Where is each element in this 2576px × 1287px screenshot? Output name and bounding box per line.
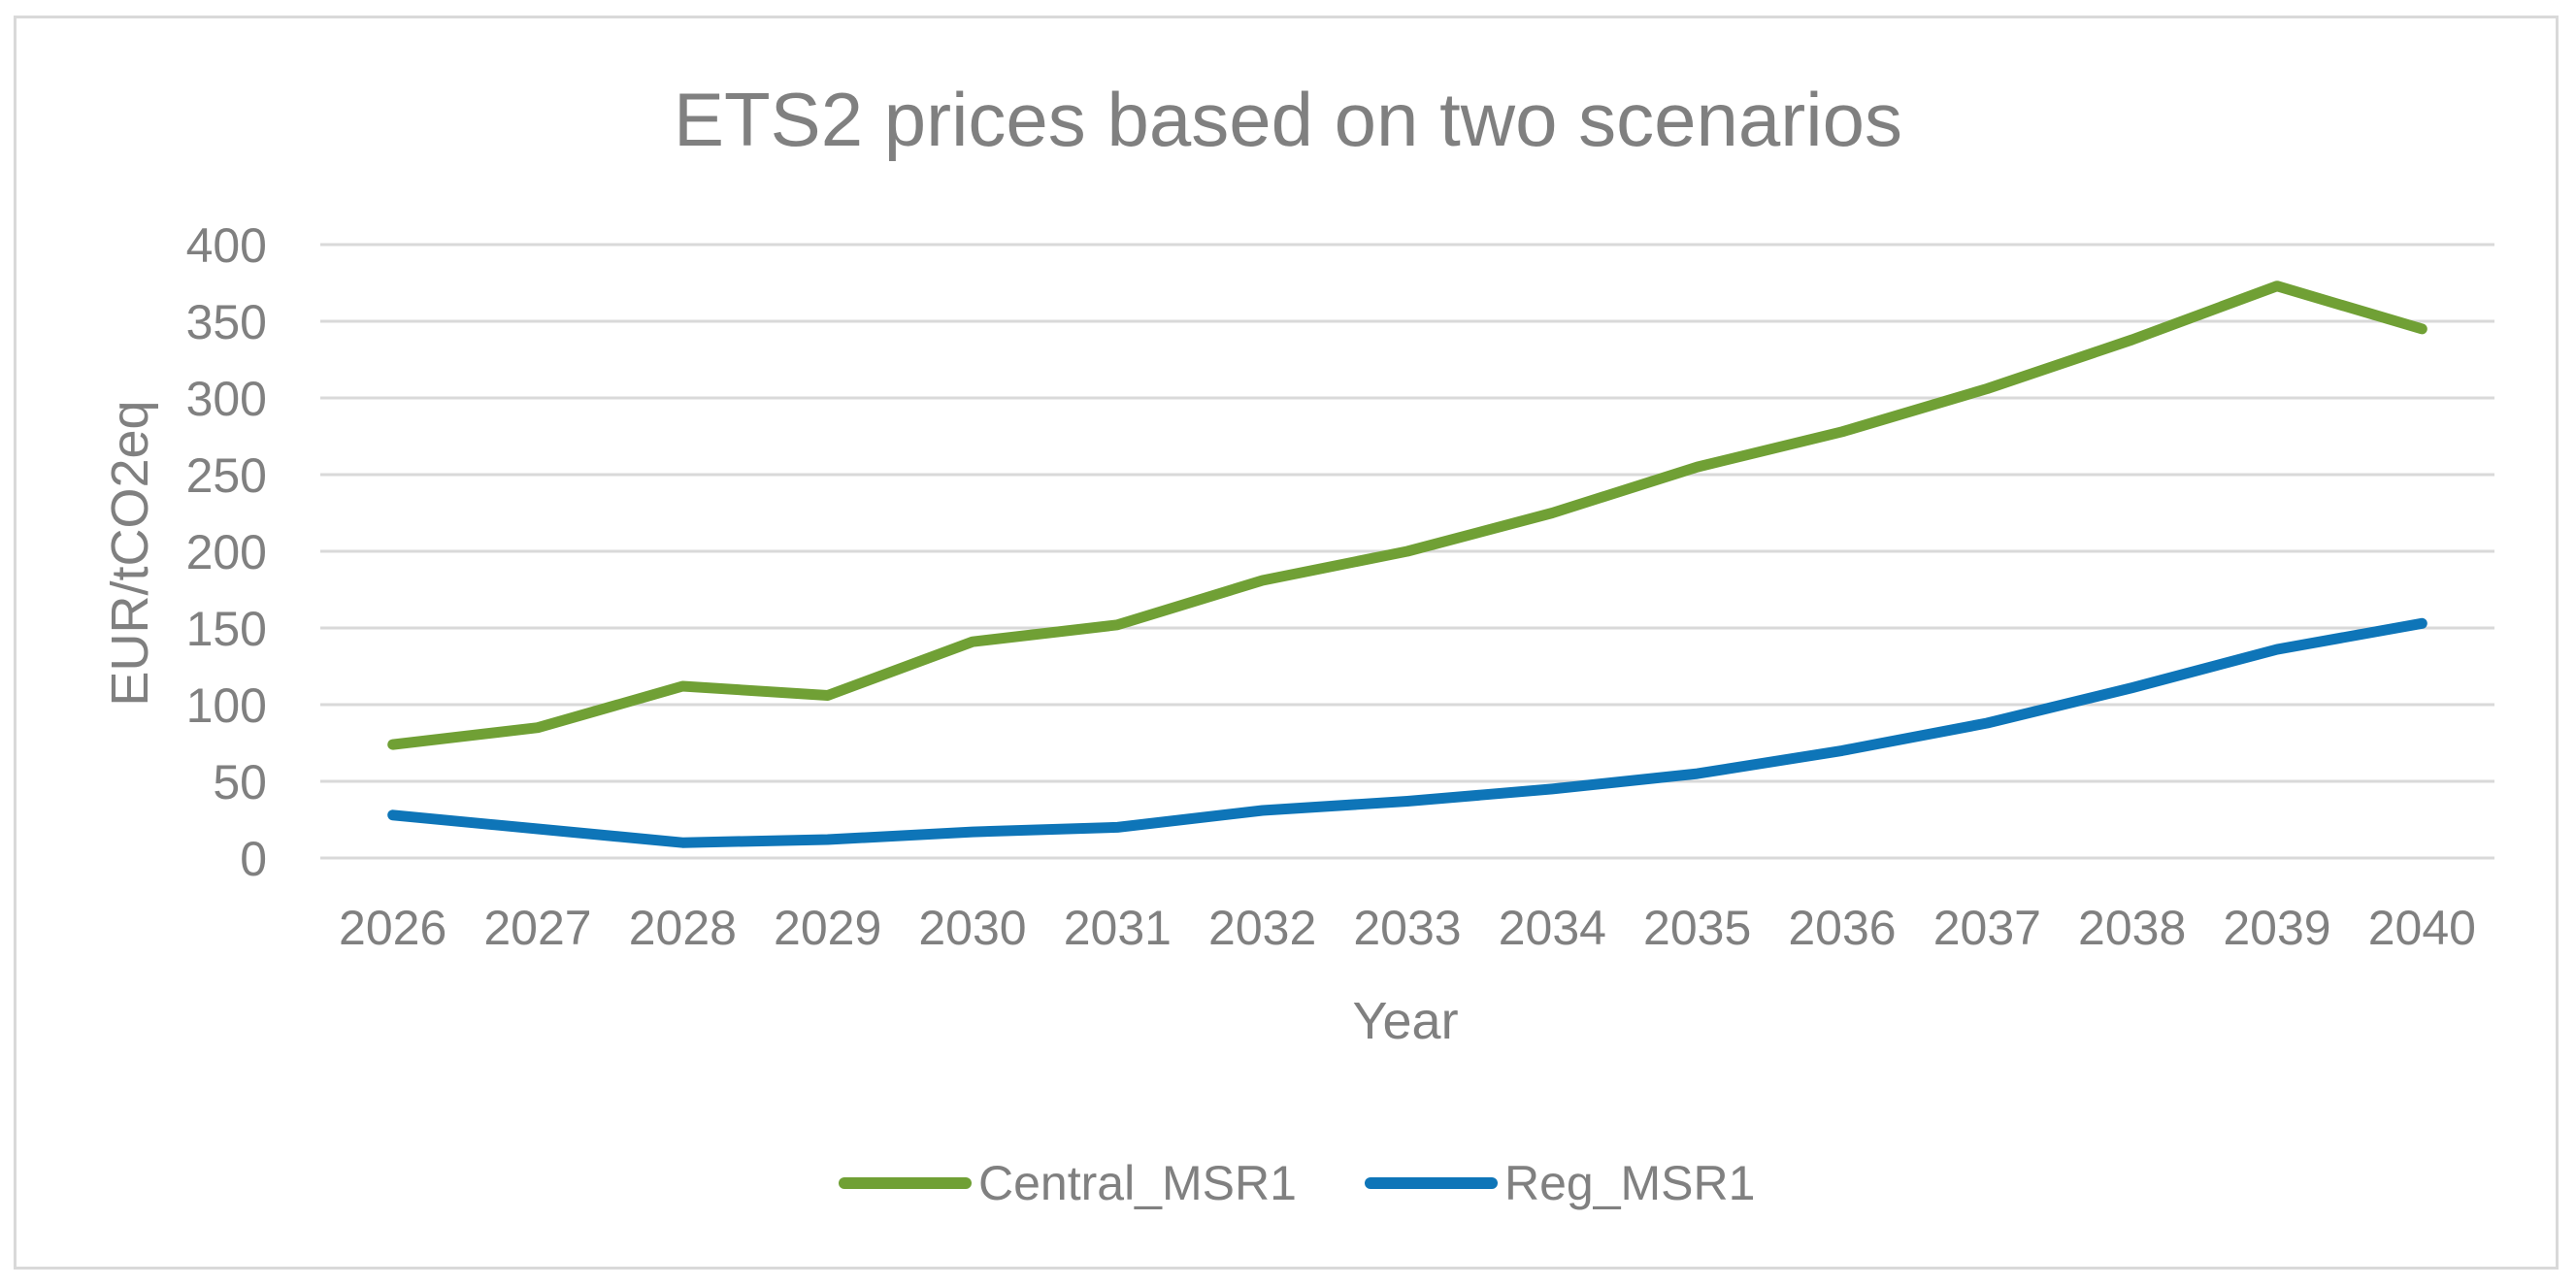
data-point	[1261, 809, 1264, 812]
y-tick-label: 350	[186, 295, 267, 349]
y-tick-label: 200	[186, 525, 267, 579]
y-tick-label: 100	[186, 678, 267, 733]
data-point	[681, 842, 684, 844]
y-tick-label: 300	[186, 372, 267, 426]
data-point	[1406, 550, 1408, 552]
x-tick-label: 2027	[483, 901, 591, 955]
data-point	[2130, 686, 2133, 689]
data-point	[537, 726, 539, 729]
x-tick-label: 2037	[1933, 901, 2041, 955]
x-tick-label: 2026	[339, 901, 446, 955]
x-tick-label: 2031	[1064, 901, 1172, 955]
x-tick-label: 2033	[1353, 901, 1461, 955]
x-tick-label: 2032	[1208, 901, 1316, 955]
data-point	[391, 813, 394, 816]
data-point	[537, 827, 539, 830]
x-tick-label: 2030	[918, 901, 1026, 955]
y-axis-label: EUR/tCO2eq	[101, 400, 159, 706]
data-point	[2276, 284, 2278, 287]
data-point	[972, 641, 974, 644]
series-line-reg-msr1	[387, 617, 2427, 848]
data-point	[2130, 338, 2133, 341]
chart-title: ETS2 prices based on two scenarios	[674, 77, 1902, 162]
y-tick-label: 250	[186, 448, 267, 503]
data-point	[1841, 430, 1843, 433]
x-tick-label: 2040	[2368, 901, 2476, 955]
data-point	[1986, 721, 1989, 724]
data-point	[1986, 387, 1989, 390]
data-point	[826, 694, 829, 697]
x-axis-label: Year	[1352, 992, 1458, 1050]
chart-frame	[14, 16, 2559, 1270]
legend: Central_MSR1 Reg_MSR1	[839, 1156, 1755, 1210]
legend-label: Reg_MSR1	[1504, 1156, 1755, 1210]
data-point	[1261, 579, 1264, 582]
x-tick-label: 2028	[629, 901, 737, 955]
data-point	[1116, 826, 1119, 829]
data-point	[1551, 512, 1554, 514]
data-point	[1696, 773, 1699, 776]
x-tick-label: 2029	[774, 901, 881, 955]
data-point	[2276, 648, 2278, 651]
legend-item-reg-msr1: Reg_MSR1	[1365, 1156, 1755, 1210]
legend-item-central-msr1: Central_MSR1	[839, 1156, 1297, 1210]
y-tick-label: 150	[186, 602, 267, 656]
x-tick-label: 2038	[2078, 901, 2186, 955]
y-tick-label: 400	[186, 218, 267, 273]
data-point	[1696, 466, 1699, 469]
data-point	[1551, 787, 1554, 790]
data-point	[2421, 327, 2424, 330]
data-point	[1841, 749, 1843, 752]
x-tick-label: 2034	[1499, 901, 1606, 955]
series-lines	[387, 280, 2427, 848]
series-line-central-msr1	[387, 280, 2427, 750]
y-tick-label: 0	[240, 832, 267, 886]
x-axis-ticks: 2026 2027 2028 2029 2030 2031 2032 2033 2034 2035…	[339, 901, 2476, 955]
data-point	[1406, 800, 1408, 803]
data-point	[681, 685, 684, 688]
data-point	[1116, 623, 1119, 626]
x-tick-label: 2039	[2223, 901, 2330, 955]
gridlines	[320, 243, 2494, 860]
y-tick-label: 50	[213, 755, 267, 809]
data-point	[972, 831, 974, 834]
data-point	[2421, 622, 2424, 625]
x-tick-label: 2035	[1643, 901, 1751, 955]
x-tick-label: 2036	[1788, 901, 1896, 955]
data-point	[826, 839, 829, 842]
data-point	[391, 743, 394, 746]
y-axis-ticks: 0 50 100 150 200 250 300 350 400	[186, 218, 267, 886]
legend-label: Central_MSR1	[978, 1156, 1297, 1210]
